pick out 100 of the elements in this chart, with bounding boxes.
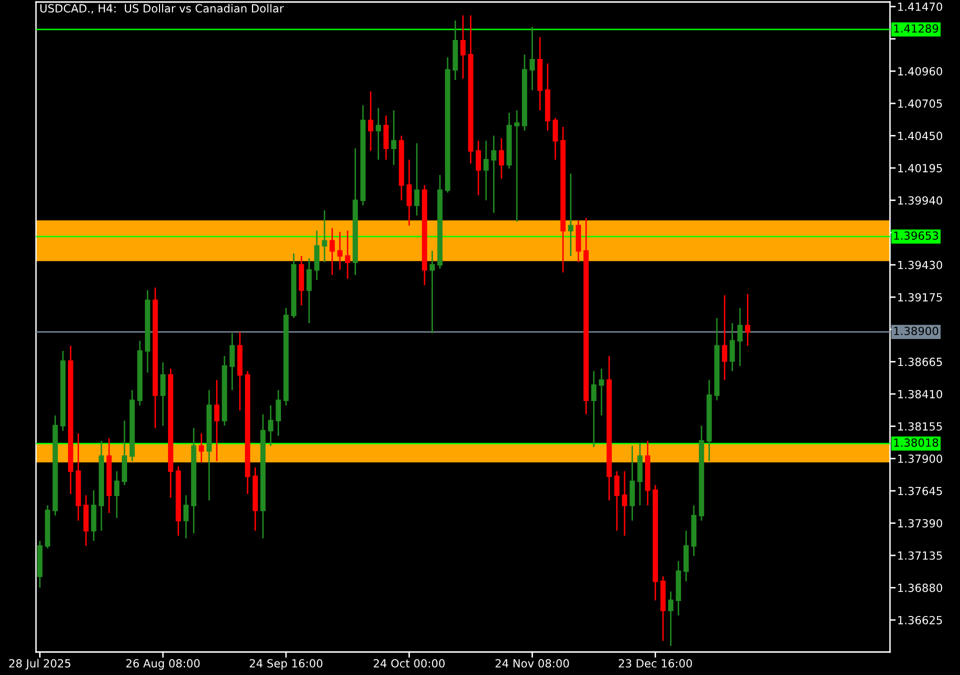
candlestick xyxy=(222,355,228,426)
candlestick xyxy=(160,362,166,426)
candlestick xyxy=(430,250,435,334)
candlestick xyxy=(698,424,704,522)
candlestick xyxy=(114,470,120,519)
candlestick xyxy=(583,217,589,415)
candlestick xyxy=(206,389,212,502)
candlestick xyxy=(183,494,189,539)
ref-line-label: 1.38900 xyxy=(894,326,938,336)
candlestick xyxy=(130,389,135,462)
candlestick xyxy=(268,404,274,447)
candlestick xyxy=(352,148,358,276)
y-tick-label: 1.38410 xyxy=(898,390,942,398)
candlestick xyxy=(406,159,412,226)
y-tick-label: 1.40705 xyxy=(898,99,942,108)
candlestick xyxy=(514,110,520,222)
candlestick xyxy=(398,135,404,201)
candlestick xyxy=(376,107,381,160)
candlestick xyxy=(545,62,550,132)
candlestick xyxy=(437,174,443,270)
candlestick xyxy=(598,368,604,416)
candlestick xyxy=(137,340,142,406)
y-tick-label: 1.37390 xyxy=(898,519,942,528)
candlestick xyxy=(152,286,158,429)
candlestick xyxy=(276,389,281,436)
y-tick-label: 1.38665 xyxy=(898,358,942,366)
y-tick-label: 1.36880 xyxy=(898,584,942,592)
candlestick xyxy=(83,494,89,547)
y-tick-label: 1.41470 xyxy=(898,2,942,11)
y-tick-label: 1.37900 xyxy=(898,454,942,463)
candlestick xyxy=(660,576,666,642)
ref-line-label: 1.39653 xyxy=(894,231,938,240)
candlestick xyxy=(198,432,204,464)
candlestick xyxy=(230,332,235,391)
candlestick xyxy=(676,560,682,616)
candlestick xyxy=(730,322,735,372)
candlestick xyxy=(91,490,96,542)
x-tick-label: 24 Sep 16:00 xyxy=(250,659,322,670)
y-tick-label: 1.40195 xyxy=(898,164,942,172)
candlestick xyxy=(630,445,635,522)
candlestick xyxy=(691,504,696,557)
y-tick-label: 1.39940 xyxy=(898,196,942,205)
candlestick xyxy=(252,466,258,532)
y-tick-label: 1.40960 xyxy=(898,67,942,76)
candlestick xyxy=(745,293,750,347)
candlestick xyxy=(530,26,535,91)
candlestick xyxy=(652,484,658,602)
y-tick-label: 1.36625 xyxy=(898,616,942,624)
candlestick xyxy=(106,438,112,514)
x-tick-label: 28 Jul 2025 xyxy=(9,658,70,670)
candlestick xyxy=(414,142,420,216)
candlestick xyxy=(306,258,312,324)
candlestick xyxy=(360,104,366,206)
candlestick xyxy=(330,227,335,276)
candlestick xyxy=(444,56,450,194)
candlestick xyxy=(144,289,150,374)
candlestick xyxy=(76,432,81,522)
candlestick xyxy=(552,117,558,160)
candlestick xyxy=(614,470,620,532)
candlestick xyxy=(337,231,343,271)
candlestick xyxy=(476,140,482,196)
ref-line-label: 1.41289 xyxy=(894,24,938,33)
candlestick xyxy=(668,590,674,647)
candlestick xyxy=(606,355,612,502)
candlestick xyxy=(176,465,181,536)
candlestick xyxy=(368,90,374,152)
candlestick xyxy=(645,440,650,506)
candlestick xyxy=(68,345,74,495)
y-tick-label: 1.39430 xyxy=(898,260,942,270)
candlestick xyxy=(522,54,528,132)
candlestick xyxy=(244,370,250,495)
y-tick-label: 1.37645 xyxy=(898,486,942,496)
candlestick xyxy=(237,331,242,412)
candlestick xyxy=(460,14,466,80)
candlestick xyxy=(98,440,104,532)
chart-title: USDCAD., H4: US Dollar vs Canadian Dollar xyxy=(40,4,284,14)
candlestick xyxy=(60,350,66,432)
candlestick xyxy=(391,110,396,166)
candlestick xyxy=(506,112,512,170)
candlestick xyxy=(706,379,712,462)
candlestick xyxy=(452,20,458,81)
candlestick xyxy=(298,255,304,306)
candlestick xyxy=(214,379,220,462)
candlestick xyxy=(714,317,720,401)
candlestick xyxy=(737,307,743,367)
y-tick-label: 1.40450 xyxy=(898,132,942,140)
candlestick xyxy=(483,140,489,201)
candlestick xyxy=(468,14,474,164)
candlestick xyxy=(560,126,566,274)
x-tick-label: 24 Oct 00:00 xyxy=(374,659,445,668)
candlestick xyxy=(722,294,728,381)
candlestick xyxy=(283,307,289,406)
candlestick xyxy=(344,230,350,280)
candlestick xyxy=(684,530,689,582)
candlestick xyxy=(637,442,643,506)
y-tick-label: 1.38155 xyxy=(898,422,942,431)
candlestick xyxy=(576,220,582,263)
y-tick-label: 1.37135 xyxy=(898,551,942,560)
candlestick xyxy=(291,252,296,319)
candlestick xyxy=(168,368,174,498)
